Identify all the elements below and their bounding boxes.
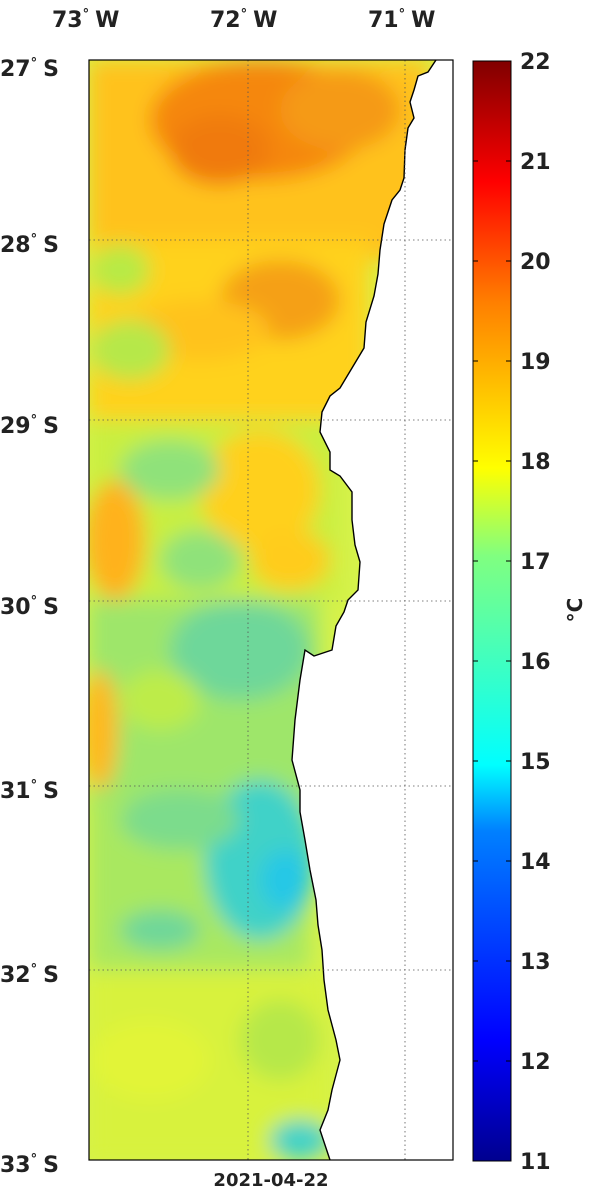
colorbar-tick-label: 20 [520,250,551,275]
colorbar-tick-label: 13 [520,950,551,975]
lon-label: 72° W [210,7,277,33]
colorbar-tick-label: 14 [520,850,551,875]
colorbar-ticks: 22 21 20 19 18 17 16 15 14 13 12 11 [473,50,551,1175]
lon-label: 73° W [52,7,119,33]
longitude-labels: 73° W 72° W 71° W [52,7,435,33]
colorbar-tick-label: 12 [520,1050,551,1075]
colorbar-tick-label: 15 [520,750,551,775]
colorbar-tick-label: 19 [520,350,551,375]
lat-label: 29° S [0,413,59,439]
lat-label: 28° S [0,232,59,258]
date-label: 2021-04-22 [213,1170,328,1188]
lat-label: 31° S [0,778,59,804]
colorbar-tick-label: 18 [520,450,551,475]
colorbar: 22 21 20 19 18 17 16 15 14 13 12 11 °C [472,50,587,1175]
colorbar-tick-label: 22 [520,50,551,75]
latitude-labels: 27° S 28° S 29° S 30° S 31° S 32° S 33° S [0,56,59,1178]
colorbar-tick-label: 16 [520,650,551,675]
coastline [291,59,437,1161]
sst-field [89,60,436,1160]
colorbar-gradient [472,60,512,1162]
graticule [89,60,453,1160]
lat-label: 33° S [0,1152,59,1178]
lat-label: 32° S [0,962,59,988]
map-frame [88,59,454,1161]
lat-label: 27° S [0,56,59,82]
colorbar-unit-label: °C [563,598,587,623]
lon-label: 71° W [368,7,435,33]
colorbar-tick-label: 17 [520,550,551,575]
lat-label: 30° S [0,594,59,620]
colorbar-tick-label: 21 [520,150,551,175]
colorbar-tick-label: 11 [520,1150,551,1175]
